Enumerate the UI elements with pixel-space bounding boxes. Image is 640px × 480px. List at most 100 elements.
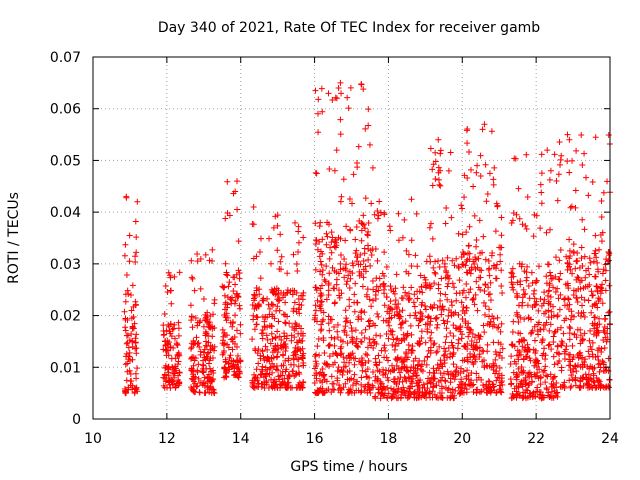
data-point	[205, 339, 212, 346]
data-point	[199, 369, 206, 376]
data-point	[566, 323, 573, 330]
data-point	[367, 247, 374, 254]
data-point	[292, 325, 299, 332]
data-point	[460, 251, 467, 258]
data-point	[125, 332, 132, 339]
data-point	[403, 268, 410, 275]
data-point	[257, 352, 264, 359]
data-point	[441, 360, 448, 367]
data-point	[398, 365, 405, 372]
data-point	[341, 256, 348, 263]
data-point	[318, 261, 325, 268]
data-point	[317, 327, 324, 334]
data-point	[335, 85, 342, 92]
data-point	[325, 320, 332, 327]
data-point	[600, 367, 607, 374]
data-point	[579, 302, 586, 309]
data-point	[194, 340, 201, 347]
data-point	[466, 149, 473, 156]
data-point	[355, 344, 362, 351]
data-point	[426, 224, 433, 231]
data-point	[231, 340, 238, 347]
data-point	[274, 212, 281, 219]
data-point	[203, 338, 210, 345]
data-point	[566, 169, 573, 176]
data-point	[176, 369, 183, 376]
data-point	[364, 286, 371, 293]
data-point	[497, 341, 504, 348]
data-point	[381, 209, 388, 216]
data-point	[279, 351, 286, 358]
data-point	[330, 380, 337, 387]
data-point	[568, 203, 575, 210]
data-point	[530, 233, 537, 240]
data-point	[210, 369, 217, 376]
data-point	[527, 330, 534, 337]
data-point	[422, 306, 429, 313]
data-point	[442, 348, 449, 355]
data-point	[292, 348, 299, 355]
data-point	[434, 304, 441, 311]
data-point	[296, 370, 303, 377]
data-point	[537, 296, 544, 303]
data-point	[430, 341, 437, 348]
data-point	[366, 141, 373, 148]
data-point	[194, 369, 201, 376]
data-point	[522, 222, 529, 229]
data-point	[585, 381, 592, 388]
data-point	[439, 303, 446, 310]
data-point	[274, 222, 281, 229]
data-point	[579, 162, 586, 169]
data-point	[556, 138, 563, 145]
data-point	[126, 367, 133, 374]
data-point	[579, 355, 586, 362]
data-point	[426, 369, 433, 376]
data-point	[355, 387, 362, 394]
data-point	[510, 369, 517, 376]
data-point	[433, 324, 440, 331]
data-point	[289, 291, 296, 298]
data-point	[353, 258, 360, 265]
data-point	[514, 311, 521, 318]
data-point	[518, 369, 525, 376]
data-point	[300, 359, 307, 366]
data-point	[160, 346, 167, 353]
data-point	[224, 178, 231, 185]
data-point	[438, 306, 445, 313]
data-point	[328, 239, 335, 246]
data-point	[437, 357, 444, 364]
data-point	[517, 278, 524, 285]
data-point	[590, 292, 597, 299]
data-point	[601, 345, 608, 352]
data-point	[340, 367, 347, 374]
data-point	[606, 282, 613, 289]
data-point	[542, 363, 549, 370]
data-point	[408, 331, 415, 338]
data-point	[545, 300, 552, 307]
data-point	[282, 299, 289, 306]
data-point	[249, 336, 256, 343]
data-point	[431, 269, 438, 276]
data-point	[368, 303, 375, 310]
data-point	[346, 196, 353, 203]
data-point	[485, 266, 492, 273]
data-point	[333, 147, 340, 154]
data-point	[167, 384, 174, 391]
data-point	[313, 237, 320, 244]
data-point	[123, 193, 130, 200]
data-point	[398, 386, 405, 393]
y-axis-label: ROTI / TECUs	[6, 192, 22, 284]
data-point	[401, 364, 408, 371]
data-point	[175, 358, 182, 365]
data-point	[234, 344, 240, 351]
data-point	[404, 293, 411, 300]
data-point	[547, 293, 554, 300]
data-point	[602, 334, 609, 341]
data-point	[419, 299, 426, 306]
data-point	[551, 151, 558, 158]
data-point	[375, 352, 382, 359]
data-point	[423, 361, 430, 368]
data-point	[331, 335, 338, 342]
data-point	[204, 350, 211, 357]
data-point	[442, 267, 449, 274]
